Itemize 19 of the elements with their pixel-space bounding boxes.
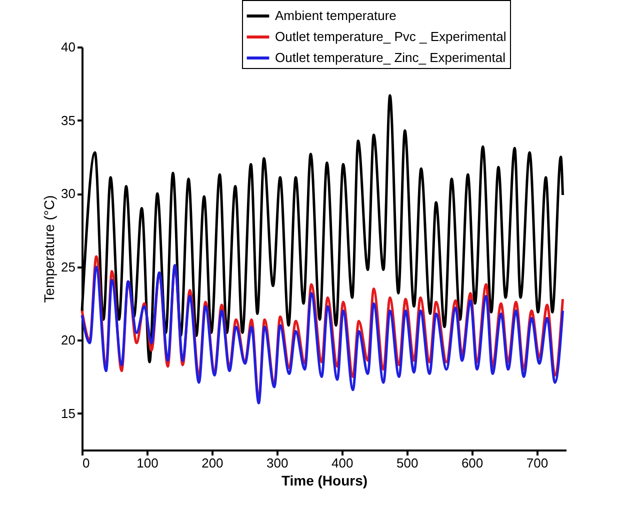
- y-tick-label: 30: [61, 186, 76, 202]
- x-tick-label: 100: [136, 456, 158, 470]
- legend-label: Outlet temperature_ Zinc_ Experimental: [275, 50, 506, 65]
- y-tick-label: 20: [61, 332, 76, 348]
- legend-label: Outlet temperature_ Pvc _ Experimental: [275, 29, 506, 44]
- y-tick-label: 40: [61, 40, 76, 54]
- x-tick-label: 400: [332, 456, 354, 470]
- y-tick-label: 25: [61, 259, 76, 274]
- x-tick-label: 600: [461, 456, 484, 470]
- x-tick-label: 500: [396, 456, 418, 470]
- y-axis-title: Temperature (°C): [41, 195, 58, 303]
- y-tick-label: 35: [61, 112, 76, 128]
- x-tick-label: 300: [266, 456, 288, 470]
- x-tick-label: 700: [526, 456, 548, 470]
- legend-label: Ambient temperature: [275, 8, 396, 23]
- x-tick-label: 200: [202, 456, 224, 470]
- x-axis-title: Time (Hours): [281, 472, 368, 488]
- x-tick-label: 0: [82, 456, 90, 470]
- y-tick-label: 15: [61, 406, 76, 421]
